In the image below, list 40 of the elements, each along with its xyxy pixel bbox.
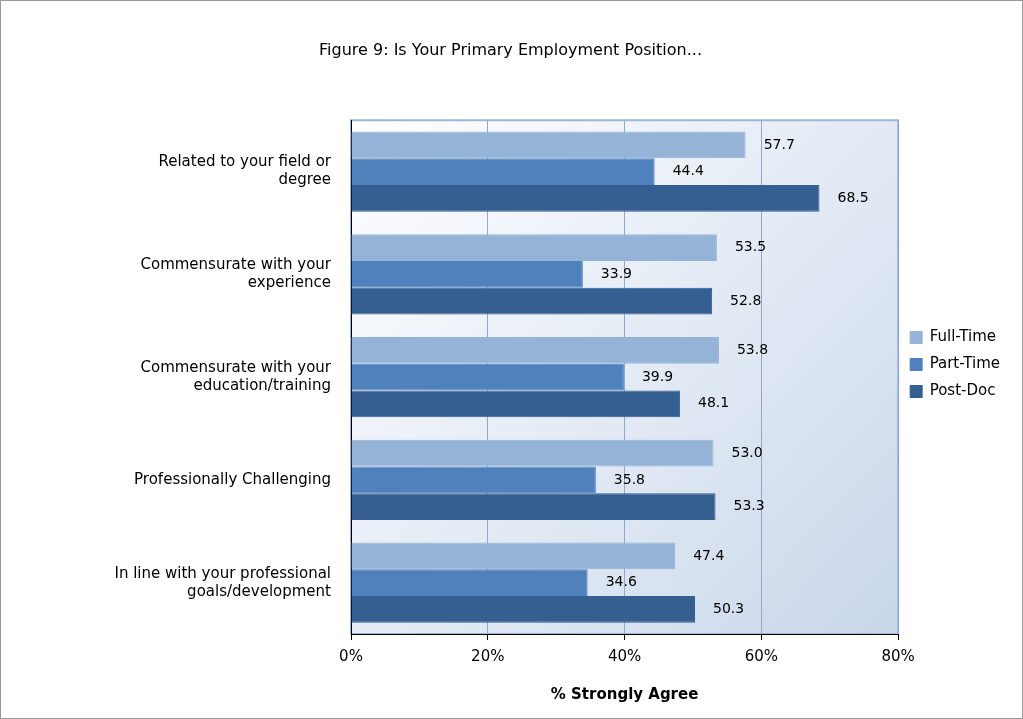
- data-label: 33.9: [600, 264, 633, 281]
- x-tick-label: 60%: [744, 646, 779, 665]
- data-label: 53.8: [736, 341, 769, 358]
- bar: [351, 363, 624, 391]
- data-label: 47.4: [693, 546, 725, 563]
- data-label: 39.9: [641, 367, 674, 384]
- data-label: 68.5: [837, 188, 869, 205]
- data-label: 35.8: [613, 470, 646, 487]
- bar: [351, 569, 588, 596]
- x-axis-title: % Strongly Agree: [550, 684, 699, 703]
- legend-label: Post-Doc: [929, 381, 996, 400]
- bar: [351, 493, 716, 520]
- data-label: 44.4: [672, 162, 704, 179]
- bar: [351, 595, 696, 623]
- bar: [351, 466, 596, 494]
- bar: [351, 260, 583, 288]
- bar: [351, 158, 655, 185]
- y-tick-label: In line with your professional goals/development: [114, 563, 332, 600]
- bar: [351, 287, 713, 315]
- y-tick-label: Professionally Challenging: [134, 469, 331, 488]
- x-tick-label: 20%: [471, 646, 505, 665]
- data-label: 52.8: [730, 291, 762, 308]
- bar: [351, 390, 680, 418]
- data-label: 50.3: [713, 599, 745, 616]
- y-tick-label: Commensurate with your education/training: [140, 357, 332, 394]
- data-label: 34.6: [605, 573, 637, 590]
- x-tick-label: 0%: [339, 646, 363, 665]
- y-tick-label: Related to your field or degree: [158, 152, 332, 189]
- legend-label: Full-Time: [929, 327, 997, 346]
- chart-title: Figure 9: Is Your Primary Employment Position...: [319, 39, 702, 59]
- data-label: 57.7: [763, 135, 795, 152]
- x-tick-label: 40%: [607, 646, 642, 665]
- data-label: 53.5: [734, 238, 767, 255]
- data-label: 48.1: [697, 394, 730, 411]
- x-tick-label: 80%: [881, 646, 915, 665]
- data-label: 53.3: [733, 497, 765, 514]
- bar: [351, 184, 820, 212]
- y-tick-label: Commensurate with your experience: [140, 255, 332, 292]
- legend-label: Part-Time: [929, 354, 1000, 373]
- data-label: 53.0: [731, 443, 763, 460]
